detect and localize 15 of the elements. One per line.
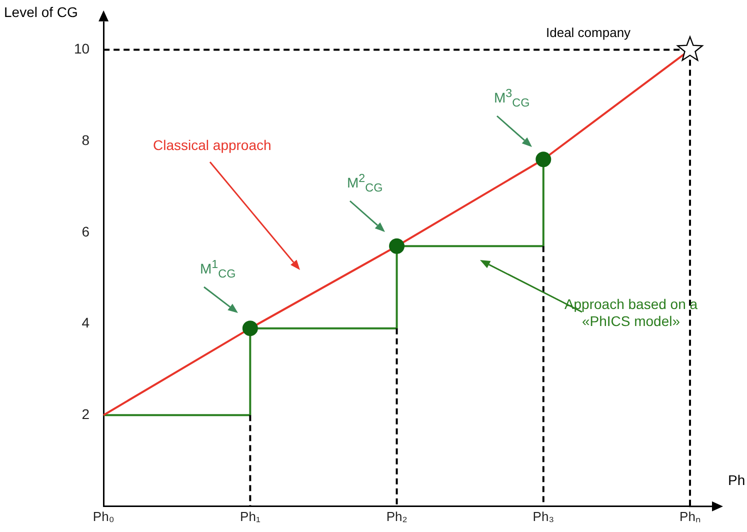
x-tick-label: Phₙ xyxy=(680,508,700,524)
y-tick-label: 2 xyxy=(82,406,90,422)
annotation: Approach based on a «PhICS model» xyxy=(563,296,699,330)
y-tick-label: 6 xyxy=(82,223,90,240)
x-tick-label: Ph₀ xyxy=(92,508,114,524)
x-tick-label: Ph₂ xyxy=(386,508,408,524)
y-tick-label: 10 xyxy=(74,40,90,57)
y-tick-label: 4 xyxy=(82,314,90,331)
x-axis-title: Ph xyxy=(728,472,746,490)
y-axis-title: Level of CG xyxy=(4,4,78,21)
x-tick-label: Ph₃ xyxy=(532,508,554,524)
annotation: Classical approach xyxy=(153,137,272,154)
y-tick-label: 8 xyxy=(82,132,90,148)
annotation: Ideal company xyxy=(546,25,631,41)
x-tick-label: Ph₁ xyxy=(240,508,261,524)
